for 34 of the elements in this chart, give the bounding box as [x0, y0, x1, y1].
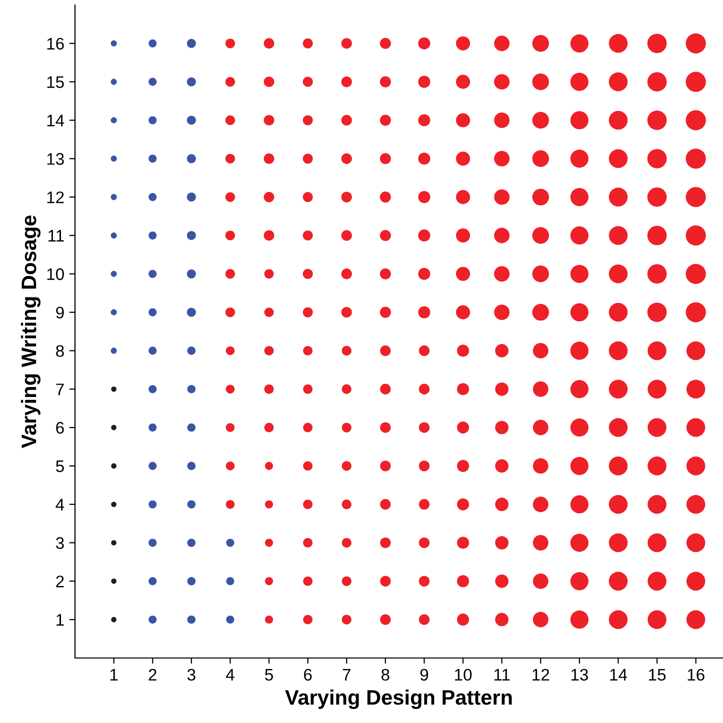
x-tick-label: 14 — [610, 669, 628, 680]
x-tick-label: 11 — [494, 669, 510, 680]
x-axis-title: Varying Design Pattern — [285, 690, 512, 710]
x-tick-label: 3 — [187, 668, 196, 681]
y-tick-label: 4 — [56, 498, 64, 510]
x-tick-label: 15 — [649, 669, 666, 681]
x-tick-label: 10 — [455, 668, 472, 681]
x-tick-label: 6 — [304, 668, 312, 681]
y-tick-label: 2 — [56, 576, 64, 588]
y-tick-label: 1 — [56, 614, 64, 626]
x-tick-label: 12 — [532, 668, 550, 680]
x-tick-label: 9 — [420, 668, 428, 681]
x-tick-label: 8 — [382, 668, 390, 681]
x-tick-label: 13 — [571, 668, 588, 681]
x-tick-label: 16 — [688, 668, 704, 681]
y-tick-label: 5 — [56, 460, 64, 472]
y-tick-label: 11 — [48, 230, 64, 242]
y-tick-label: 16 — [47, 38, 64, 50]
x-tick-label: 4 — [226, 669, 234, 680]
y-tick-label: 12 — [47, 191, 64, 204]
y-tick-label: 15 — [47, 76, 64, 88]
x-tick-label: 2 — [148, 668, 156, 680]
x-tick-label: 5 — [265, 669, 273, 681]
y-tick-label: 14 — [47, 114, 64, 126]
y-tick-label: 3 — [56, 537, 64, 549]
y-tick-label: 13 — [47, 153, 64, 165]
y-tick-label: 6 — [56, 422, 64, 434]
x-tick-label: 7 — [342, 669, 350, 680]
y-tick-label: 7 — [56, 384, 64, 396]
y-tick-label: 8 — [56, 345, 64, 357]
x-tick-label: 1 — [110, 669, 118, 680]
y-axis-title: Varying Writing Dosage — [20, 215, 40, 448]
y-tick-label: 10 — [47, 268, 64, 280]
y-tick-label: 9 — [56, 306, 64, 318]
